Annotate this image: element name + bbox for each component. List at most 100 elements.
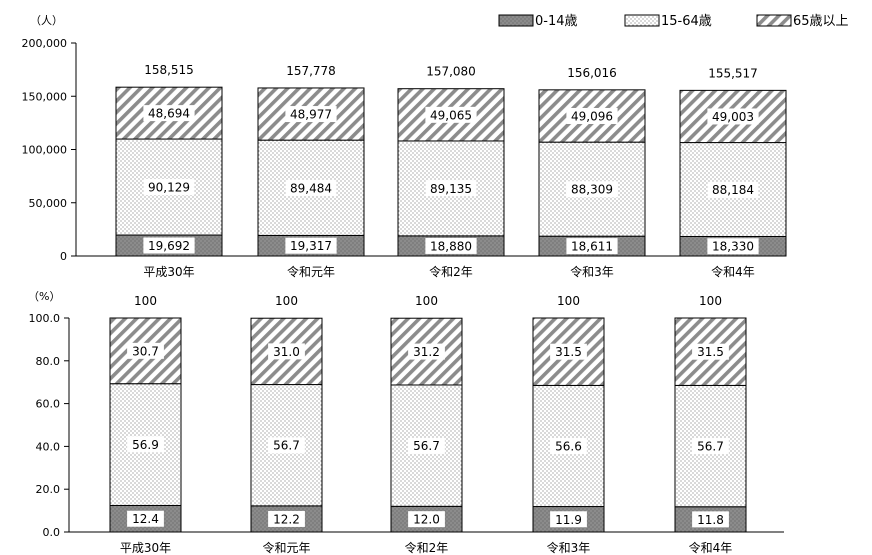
percent-value-label-bg: [550, 343, 587, 360]
legend-item-65-plus: 65歳以上: [756, 14, 849, 29]
percent-x-tick-label: 令和4年: [689, 540, 733, 555]
count-x-tick-label: 令和4年: [711, 264, 755, 279]
count-value-label-bg: [425, 180, 477, 197]
count-x-tick-label: 令和3年: [570, 264, 614, 279]
percent-value-label-bg: [268, 437, 305, 454]
percent-value-label-bg: [550, 511, 587, 528]
percent-value-label-0-14: 12.2: [273, 512, 300, 526]
percent-total-label: 100: [134, 294, 157, 308]
percent-value-label-15-64: 56.7: [697, 440, 724, 454]
percent-total-label: 100: [415, 294, 438, 308]
percent-value-label-bg: [550, 437, 587, 454]
percent-value-label-bg: [408, 343, 445, 360]
percent-x-tick-label: 令和2年: [405, 540, 449, 555]
legend-swatch-65-plus: [756, 14, 792, 27]
count-value-label-0-14: 18,330: [712, 240, 754, 254]
percent-total-label: 100: [699, 294, 722, 308]
count-value-label-15-64: 89,484: [290, 181, 332, 195]
percent-y-tick-label: 0.0: [43, 526, 61, 539]
percent-bar-0-14: [390, 505, 463, 533]
count-value-label-15-64: 89,135: [430, 182, 472, 196]
count-x-tick-label: 平成30年: [143, 265, 194, 279]
percent-value-label-0-14: 11.9: [555, 513, 582, 527]
legend-item-15-64: 15-64歳: [624, 14, 712, 29]
count-value-label-65-plus: 48,694: [148, 107, 190, 121]
count-bars: 19,692 90,129 48,694 158,515 19,317 89,484 48,…: [115, 63, 787, 257]
percent-value-label-65-plus: 31.5: [555, 345, 582, 359]
percent-value-label-bg: [268, 510, 305, 527]
count-y-tick-label: 150,000: [22, 90, 68, 103]
legend-item-0-14: 0-14歳: [498, 14, 578, 29]
count-value-label-65-plus: 49,065: [430, 108, 472, 122]
percent-y-tick-label: 60.0: [36, 398, 61, 411]
legend-label-0-14: 0-14歳: [535, 14, 578, 29]
count-value-label-0-14: 18,611: [571, 240, 613, 254]
percent-y-tick-label: 100.0: [29, 312, 61, 325]
count-x-tick-label: 令和元年: [287, 264, 335, 279]
percent-x-tick-label: 令和元年: [262, 540, 310, 555]
count-unit-label: （人）: [30, 14, 63, 27]
count-value-label-15-64: 90,129: [148, 181, 190, 195]
count-value-label-bg: [566, 238, 618, 255]
percent-value-label-bg: [692, 438, 729, 455]
percentage-chart: （%） 0.0 20.0 40.0 60.0 80.0 100.0 12.4 56.9 30.…: [28, 290, 784, 555]
count-y-tick-label: 0: [60, 250, 67, 263]
count-value-label-65-plus: 48,977: [290, 108, 332, 122]
legend: 0-14歳 15-64歳 65歳以上: [498, 14, 849, 29]
percent-x-tick-label: 令和3年: [547, 540, 591, 555]
percent-value-label-bg: [127, 436, 164, 453]
percent-value-label-bg: [408, 437, 445, 454]
percent-y-ticks: 0.0 20.0 40.0 60.0 80.0 100.0: [29, 312, 69, 539]
population-count-chart: （人） 0 50,000 100,000 150,000 200,000 19,692 9…: [22, 14, 787, 279]
count-y-tick-label: 100,000: [22, 144, 68, 157]
count-value-label-65-plus: 49,096: [571, 109, 613, 123]
percent-y-tick-label: 80.0: [36, 355, 61, 368]
percent-y-tick-label: 40.0: [36, 440, 61, 453]
count-y-ticks: 0 50,000 100,000 150,000 200,000: [22, 37, 76, 263]
count-value-label-bg: [143, 105, 195, 122]
percent-x-labels: 平成30年 令和元年 令和2年 令和3年 令和4年: [120, 540, 732, 555]
count-value-label-15-64: 88,184: [712, 183, 754, 197]
count-total-label: 157,778: [286, 64, 336, 78]
percent-bars: 12.4 56.9 30.7 100 12.2 56.7 31.0 100 12.0 56.7 31…: [109, 294, 747, 533]
percent-total-label: 100: [557, 294, 580, 308]
percent-value-label-0-14: 12.4: [132, 512, 159, 526]
count-y-tick-label: 200,000: [22, 37, 68, 50]
percent-value-label-15-64: 56.9: [132, 438, 159, 452]
percent-value-label-65-plus: 30.7: [132, 344, 159, 358]
percent-total-label: 100: [275, 294, 298, 308]
count-y-tick-label: 50,000: [29, 197, 68, 210]
percent-value-label-65-plus: 31.5: [697, 345, 724, 359]
percent-bar-0-14: [250, 505, 323, 533]
count-value-label-15-64: 88,309: [571, 183, 613, 197]
count-value-label-0-14: 18,880: [430, 239, 472, 253]
count-total-label: 157,080: [426, 65, 476, 79]
count-total-label: 155,517: [708, 66, 758, 80]
percent-x-tick-label: 平成30年: [120, 541, 171, 555]
percent-value-label-bg: [268, 343, 305, 360]
count-bar-65-plus: [538, 89, 646, 143]
count-value-label-bg: [143, 179, 195, 196]
count-value-label-bg: [285, 237, 337, 254]
percent-value-label-bg: [692, 511, 729, 528]
count-value-label-bg: [566, 107, 618, 124]
percent-y-tick-label: 20.0: [36, 483, 61, 496]
count-value-label-bg: [425, 237, 477, 254]
count-value-label-bg: [285, 179, 337, 196]
count-x-labels: 平成30年 令和元年 令和2年 令和3年 令和4年: [143, 264, 754, 279]
percent-value-label-bg: [692, 343, 729, 360]
count-value-label-0-14: 19,692: [148, 239, 190, 253]
legend-label-65-plus: 65歳以上: [793, 14, 849, 29]
percent-value-label-65-plus: 31.2: [413, 345, 440, 359]
count-value-label-65-plus: 49,003: [712, 110, 754, 124]
count-value-label-bg: [707, 181, 759, 198]
percent-value-label-bg: [127, 342, 164, 359]
count-value-label-bg: [707, 238, 759, 255]
percent-unit-label: （%）: [28, 290, 60, 303]
percent-value-label-15-64: 56.7: [273, 439, 300, 453]
count-total-label: 156,016: [567, 66, 617, 80]
count-value-label-bg: [143, 237, 195, 254]
count-x-tick-label: 令和2年: [429, 264, 473, 279]
count-value-label-bg: [707, 108, 759, 125]
percent-value-label-0-14: 11.8: [697, 513, 724, 527]
